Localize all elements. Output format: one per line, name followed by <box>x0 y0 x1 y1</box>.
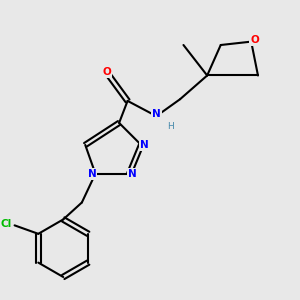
Text: N: N <box>128 169 137 179</box>
Text: N: N <box>152 110 161 119</box>
Text: O: O <box>250 35 259 45</box>
Text: H: H <box>167 122 174 131</box>
Text: Cl: Cl <box>1 219 12 229</box>
Text: N: N <box>88 169 96 179</box>
Text: N: N <box>140 140 149 150</box>
Text: O: O <box>103 67 112 77</box>
